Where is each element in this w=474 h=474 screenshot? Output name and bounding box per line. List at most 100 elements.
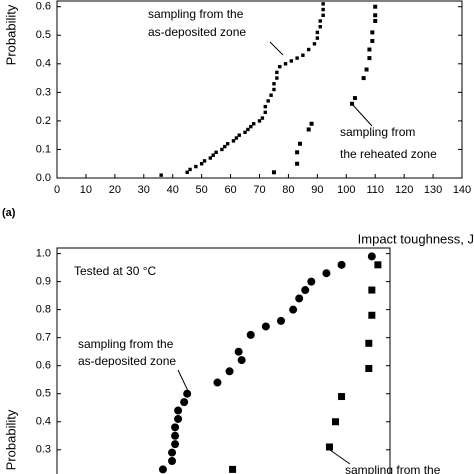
y-tick-label: 0.5 [36, 388, 51, 400]
y-tick-label: 0.3 [36, 444, 51, 456]
y-axis-label: Probability [3, 4, 18, 65]
x-tick-label: 80 [282, 184, 294, 196]
x-tick-label: 100 [337, 184, 355, 196]
x-tick-label: 0 [54, 184, 60, 196]
annotation: the reheated zone [340, 147, 437, 161]
y-tick-label: 0.3 [36, 86, 51, 98]
point [367, 252, 376, 261]
point [174, 406, 183, 415]
x-tick-label: 90 [311, 184, 323, 196]
point [277, 316, 286, 325]
point [225, 142, 230, 146]
point [350, 101, 355, 106]
point [374, 261, 382, 269]
point [309, 121, 314, 126]
y-tick-label: 0.4 [36, 416, 51, 428]
point [272, 82, 276, 86]
y-tick-label: 0.7 [36, 332, 51, 344]
point [185, 170, 189, 174]
point [220, 147, 224, 152]
note: Tested at 30 °C [74, 264, 157, 278]
x-tick-label: 40 [167, 184, 179, 196]
plot-frame [56, 247, 391, 474]
x-tick-label: 110 [366, 184, 384, 196]
panel-label: (a) [2, 207, 16, 219]
x-axis-label: Impact toughness, J [358, 231, 474, 246]
annotation: sampling from the [148, 7, 244, 21]
point [260, 116, 265, 120]
point [370, 30, 375, 35]
point [321, 2, 325, 6]
point [263, 110, 267, 115]
point [283, 62, 288, 66]
point [234, 136, 239, 140]
x-tick-label: 120 [395, 184, 413, 196]
point [289, 305, 298, 314]
point [214, 150, 218, 155]
y-tick-label: 0.4 [36, 58, 51, 70]
point [261, 322, 270, 331]
point [361, 76, 366, 81]
leader-line [329, 449, 351, 465]
point [223, 144, 227, 149]
point [325, 443, 333, 451]
point [275, 70, 279, 75]
point [271, 170, 276, 175]
point [180, 398, 189, 407]
y-tick-label: 0.1 [36, 143, 51, 155]
point [318, 24, 322, 29]
point [199, 162, 204, 166]
point [171, 431, 180, 440]
point [266, 99, 270, 103]
point [237, 133, 241, 137]
point [332, 418, 340, 426]
point [321, 7, 325, 12]
x-tick-label: 10 [80, 184, 92, 196]
point [312, 42, 317, 46]
point [183, 389, 192, 398]
point [263, 104, 267, 109]
point [373, 18, 378, 23]
y-tick-label: 0.8 [36, 304, 51, 316]
point [246, 127, 250, 132]
y-tick-label: 0.2 [36, 115, 51, 127]
point [301, 53, 305, 57]
point [322, 269, 331, 278]
point [269, 93, 273, 97]
point [194, 164, 198, 169]
point [365, 365, 373, 373]
point [174, 414, 183, 423]
point [373, 13, 378, 18]
point [367, 56, 372, 61]
y-tick-label: 0.5 [36, 29, 51, 41]
point [365, 339, 373, 347]
annotation: as-deposited zone [148, 25, 246, 39]
point [252, 122, 256, 126]
x-tick-label: 60 [224, 184, 236, 196]
x-tick-label: 130 [424, 184, 442, 196]
point [306, 47, 311, 52]
point [257, 119, 262, 123]
point [301, 286, 310, 295]
annotation: sampling from the [78, 337, 174, 351]
point [295, 56, 299, 60]
point [234, 347, 243, 356]
leader-line [177, 369, 189, 392]
point [315, 36, 320, 40]
x-tick-label: 30 [138, 184, 150, 196]
point [237, 356, 246, 365]
x-tick-label: 50 [196, 184, 208, 196]
point [295, 161, 300, 166]
point [295, 150, 300, 155]
y-tick-label: 0.6 [36, 1, 51, 13]
y-tick-label: 0.6 [36, 360, 51, 372]
point [168, 448, 177, 457]
point [272, 87, 276, 92]
y-tick-label: 0.0 [36, 172, 51, 184]
point [289, 59, 294, 63]
x-tick-label: 20 [109, 184, 121, 196]
point [368, 311, 376, 319]
point [370, 38, 375, 43]
